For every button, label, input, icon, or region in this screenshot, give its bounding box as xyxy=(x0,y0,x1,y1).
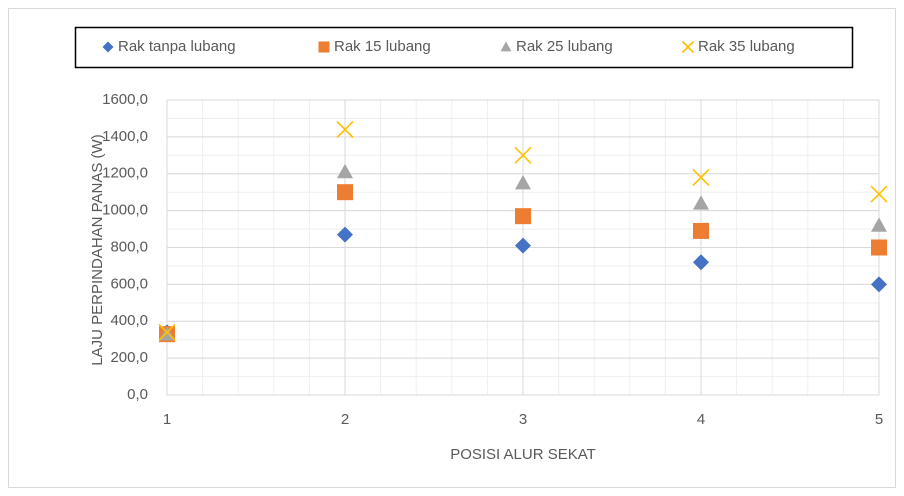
y-tick-label: 0,0 xyxy=(127,386,148,403)
point xyxy=(515,208,531,225)
point xyxy=(870,185,888,203)
point xyxy=(692,168,710,187)
y-tick-label: 200,0 xyxy=(110,349,148,366)
point xyxy=(337,163,353,179)
y-tick-label: 1200,0 xyxy=(102,165,148,182)
legend-marker xyxy=(500,41,512,52)
point xyxy=(158,323,176,341)
point xyxy=(871,217,887,232)
y-tick-label: 800,0 xyxy=(110,238,148,255)
x-tick-label: 1 xyxy=(163,411,171,428)
point xyxy=(693,195,709,210)
point xyxy=(871,276,887,293)
point xyxy=(515,174,531,190)
legend-marker xyxy=(102,41,114,53)
point xyxy=(336,120,354,139)
legend-label: Rak 25 lubang xyxy=(516,38,613,55)
y-tick-label: 600,0 xyxy=(110,275,148,292)
y-axis-label: LAJU PERPINDAHAN PANAS (W) xyxy=(89,134,106,365)
legend-label: Rak 15 lubang xyxy=(334,38,431,55)
legend-marker xyxy=(318,41,330,53)
point xyxy=(515,237,531,254)
point xyxy=(693,254,709,271)
legend-box xyxy=(74,26,854,69)
point xyxy=(514,146,532,164)
y-tick-label: 1400,0 xyxy=(102,128,148,145)
x-tick-label: 3 xyxy=(519,411,527,428)
x-tick-label: 5 xyxy=(875,411,883,428)
point xyxy=(871,239,887,256)
legend-label: Rak tanpa lubang xyxy=(118,38,236,55)
legend-marker xyxy=(681,40,695,54)
point xyxy=(693,222,709,239)
y-tick-label: 1600,0 xyxy=(102,91,148,108)
x-tick-label: 2 xyxy=(341,411,349,428)
point xyxy=(337,184,353,201)
x-axis-label: POSISI ALUR SEKAT xyxy=(450,446,596,463)
y-tick-label: 400,0 xyxy=(110,312,148,329)
point xyxy=(337,226,353,243)
y-tick-label: 1000,0 xyxy=(102,202,148,219)
x-tick-label: 4 xyxy=(697,411,705,428)
legend-label: Rak 35 lubang xyxy=(698,38,795,55)
